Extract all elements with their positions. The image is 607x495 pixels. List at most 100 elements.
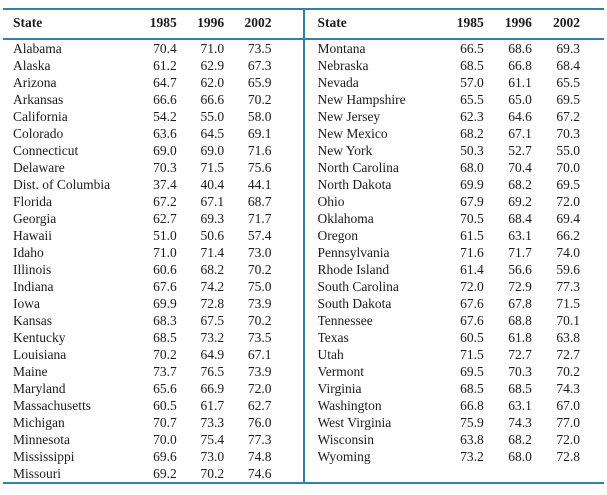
value-cell: 76.0 [247,415,272,430]
value-cell: 66.5 [460,41,484,56]
value-cell: 74.3 [556,381,580,396]
value-cell: 71.5 [460,347,484,362]
value-cell: 70.4 [153,41,177,56]
value-cell: 67.1 [200,194,225,209]
table-row: Minnesota 70.0 75.4 77.3 [13,431,272,448]
table-row: Colorado 63.6 64.5 69.1 [13,125,272,142]
value-cell: 69.3 [200,211,225,226]
value-cell: 70.2 [153,347,177,362]
state-cell: Virginia [317,381,362,396]
state-cell: New Hampshire [317,92,406,107]
state-cell: Colorado [13,126,64,141]
table-row: Oregon 61.5 63.1 66.2 [318,227,581,244]
value-cell: 71.5 [200,160,225,175]
state-cell: Arkansas [13,92,64,107]
table-row: Utah 71.5 72.7 72.7 [318,346,581,363]
column-header-1985: 1985 [456,15,484,30]
value-cell: 62.9 [200,58,225,73]
value-cell: 68.0 [508,449,532,464]
value-cell: 65.0 [508,92,532,107]
state-cell: Alabama [13,41,62,56]
value-cell: 63.1 [508,398,532,413]
value-cell: 55.0 [200,109,225,124]
table-left-panel: State 1985 1996 2002 Alabama 70.4 71.0 73.5… [3,10,304,482]
state-cell: South Dakota [317,296,392,311]
value-cell: 61.2 [153,58,177,73]
table-row: Montana 66.5 68.6 69.3 [318,40,581,57]
state-cell: New Mexico [317,126,388,141]
value-cell: 70.2 [556,364,580,379]
value-cell: 70.0 [556,160,580,175]
state-cell: Massachusetts [13,398,91,413]
value-cell: 73.2 [200,330,225,345]
table-row: Alabama 70.4 71.0 73.5 [13,40,272,57]
state-cell: Florida [13,194,52,209]
value-cell: 63.8 [556,330,580,345]
value-cell: 71.0 [200,41,225,56]
value-cell: 69.5 [556,177,580,192]
state-cell: Iowa [13,296,40,311]
header-row: State 1985 1996 2002 [13,10,272,40]
value-cell: 37.4 [153,177,177,192]
value-cell: 73.5 [247,41,272,56]
value-cell: 77.3 [247,432,272,447]
value-cell: 64.6 [508,109,532,124]
value-cell: 75.4 [200,432,225,447]
value-cell: 68.2 [460,126,484,141]
table-row: Hawaii 51.0 50.6 57.4 [13,227,272,244]
table-right-panel: State 1985 1996 2002 Montana 66.5 68.6 69.3… [304,10,605,482]
value-cell: 67.2 [153,194,177,209]
value-cell: 68.4 [508,211,532,226]
state-cell: Michigan [13,415,65,430]
value-cell: 67.6 [153,279,177,294]
table-row: Idaho 71.0 71.4 73.0 [13,244,272,261]
table-row: South Dakota 67.6 67.8 71.5 [318,295,581,312]
states-table-left: State 1985 1996 2002 Alabama 70.4 71.0 73.5… [13,10,272,482]
table-row: Arkansas 66.6 66.6 70.2 [13,91,272,108]
state-cell: Hawaii [13,228,52,243]
table-row: Dist. of Columbia 37.4 40.4 44.1 [13,176,272,193]
value-cell: 76.5 [200,364,225,379]
value-cell: 57.0 [460,75,484,90]
column-header-1985: 1985 [149,15,177,30]
value-cell: 68.0 [460,160,484,175]
state-cell: Illinois [13,262,52,277]
state-cell: Connecticut [13,143,79,158]
value-cell: 60.5 [460,330,484,345]
value-cell: 51.0 [153,228,177,243]
table-row: Michigan 70.7 73.3 76.0 [13,414,272,431]
state-cell: Dist. of Columbia [13,177,111,192]
value-cell: 44.1 [247,177,272,192]
header-row: State 1985 1996 2002 [318,10,581,40]
value-cell: 66.2 [556,228,580,243]
value-cell: 56.6 [508,262,532,277]
table-row: New Jersey 62.3 64.6 67.2 [318,108,581,125]
value-cell: 67.2 [556,109,580,124]
value-cell: 70.5 [460,211,484,226]
state-cell: North Carolina [317,160,399,175]
value-cell: 64.9 [200,347,225,362]
value-cell: 69.5 [556,92,580,107]
value-cell: 63.6 [153,126,177,141]
state-cell: Pennsylvania [317,245,390,260]
value-cell: 73.3 [200,415,225,430]
value-cell: 69.3 [556,41,580,56]
value-cell: 68.8 [508,313,532,328]
state-cell: Rhode Island [317,262,390,277]
state-cell: Ohio [317,194,345,209]
value-cell: 66.6 [200,92,225,107]
value-cell: 74.3 [508,415,532,430]
value-cell: 65.9 [247,75,272,90]
value-cell: 77.0 [556,415,580,430]
table-row: Tennessee 67.6 68.8 70.1 [318,312,581,329]
value-cell: 72.7 [556,347,580,362]
value-cell: 61.1 [508,75,532,90]
value-cell: 74.2 [200,279,225,294]
value-cell: 67.8 [508,296,532,311]
value-cell: 68.6 [508,41,532,56]
table-row: Maine 73.7 76.5 73.9 [13,363,272,380]
value-cell: 72.9 [508,279,532,294]
value-cell: 67.1 [508,126,532,141]
table-row: Kansas 68.3 67.5 70.2 [13,312,272,329]
state-cell: Wisconsin [317,432,374,447]
